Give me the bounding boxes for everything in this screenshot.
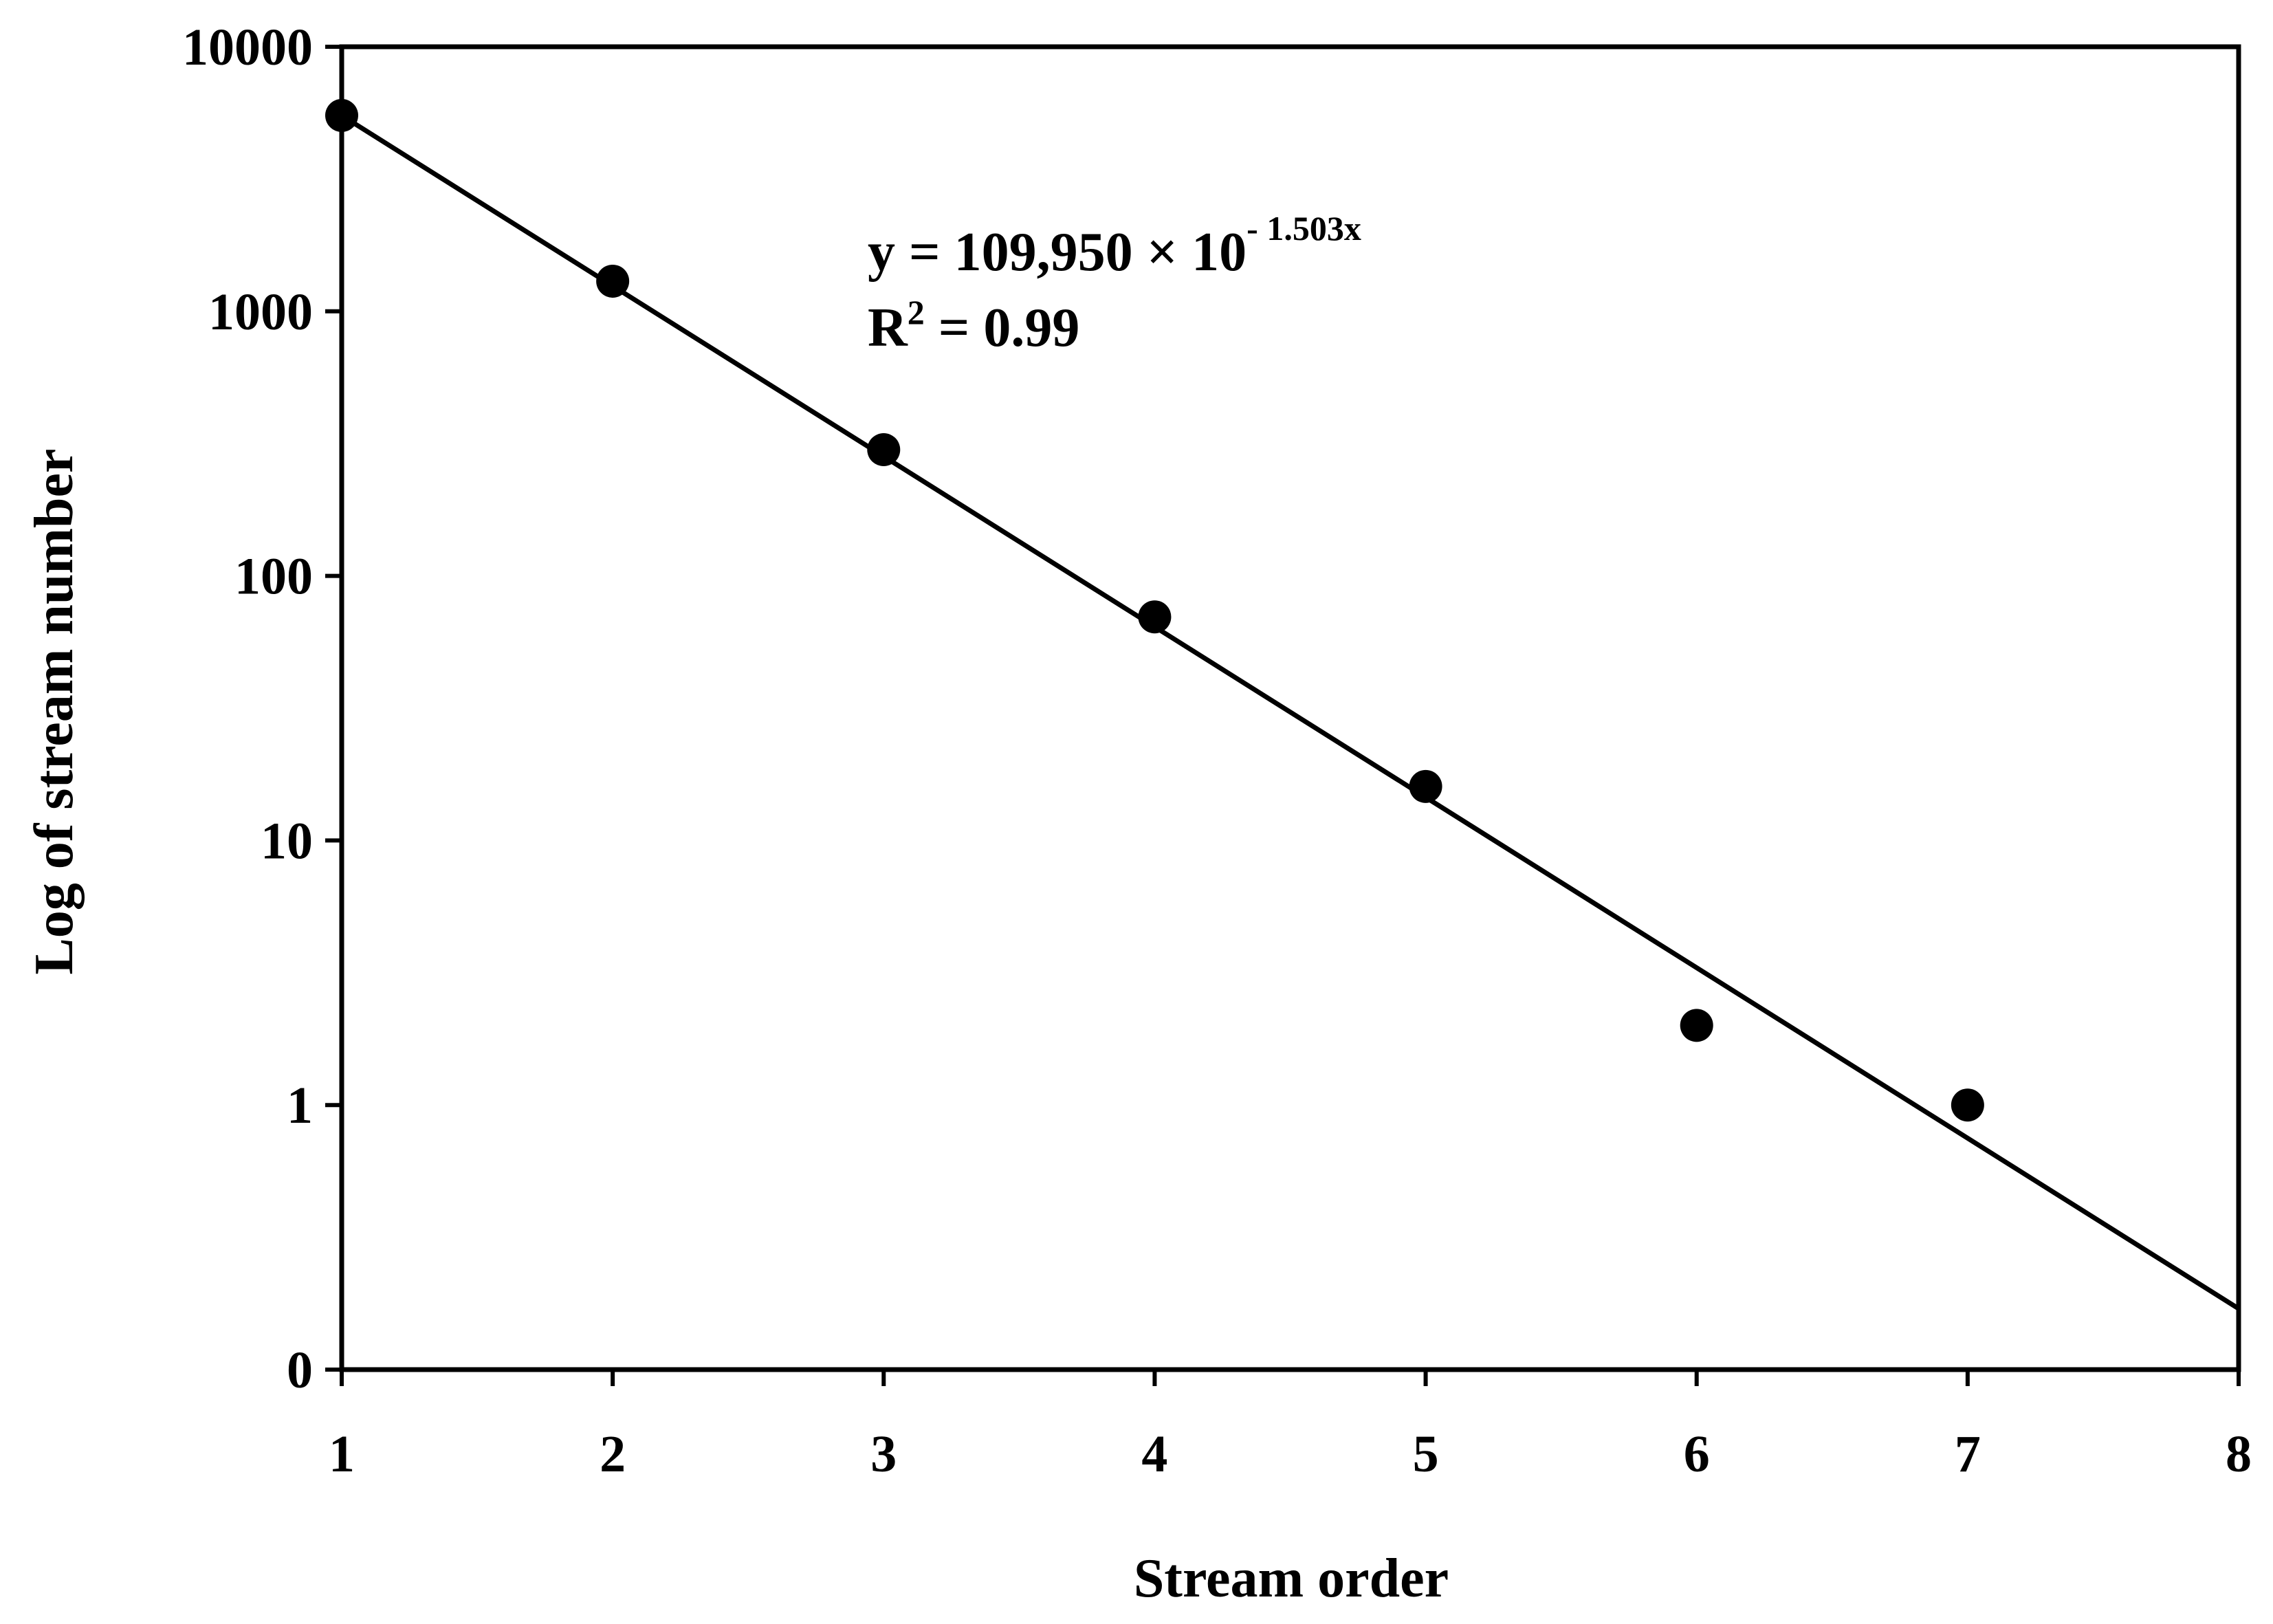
y-axis-title: Log of stream number: [24, 448, 85, 974]
data-point: [1138, 600, 1172, 634]
y-axis-ticks: 0 1 10 100 1000 10000: [182, 19, 342, 1399]
data-point: [867, 433, 901, 467]
r-squared-value: = 0.99: [925, 298, 1080, 358]
y-tick-label: 0: [287, 1341, 313, 1399]
y-tick-label: 1000: [208, 283, 313, 341]
data-point: [596, 264, 630, 298]
x-axis-ticks: 1 2 3 4 5 6 7 8: [329, 1370, 2252, 1483]
x-tick-label: 4: [1141, 1425, 1167, 1483]
trendline-layer: [340, 113, 2240, 1311]
data-point: [1409, 769, 1442, 803]
y-tick-label: 100: [234, 548, 313, 606]
y-tick-label: 1: [287, 1077, 313, 1134]
plot-frame: [339, 44, 2241, 1372]
x-tick-label: 1: [329, 1425, 355, 1483]
equation-annotation: y = 109,950 × 10- 1.503x: [868, 209, 1361, 283]
x-tick-label: 2: [600, 1425, 626, 1483]
x-tick-label: 7: [1955, 1425, 1981, 1483]
r-squared-annotation: R2 = 0.99: [868, 293, 1079, 358]
x-tick-label: 3: [870, 1425, 897, 1483]
equation-main: y = 109,950 × 10: [868, 222, 1247, 283]
r-squared-exponent: 2: [908, 293, 925, 331]
equation-exponent: - 1.503x: [1247, 209, 1361, 248]
y-tick-label: 10000: [182, 19, 313, 76]
data-point: [1680, 1009, 1713, 1042]
x-tick-label: 5: [1413, 1425, 1439, 1483]
trendline: [340, 113, 2240, 1311]
x-axis-title: Stream order: [1134, 1548, 1449, 1609]
x-tick-label: 6: [1684, 1425, 1710, 1483]
data-point: [325, 98, 358, 132]
x-tick-label: 8: [2226, 1425, 2252, 1483]
y-tick-label: 10: [261, 812, 313, 870]
data-point: [1951, 1088, 1984, 1122]
r-squared-prefix: R: [868, 298, 908, 358]
data-points: [325, 98, 1984, 1122]
